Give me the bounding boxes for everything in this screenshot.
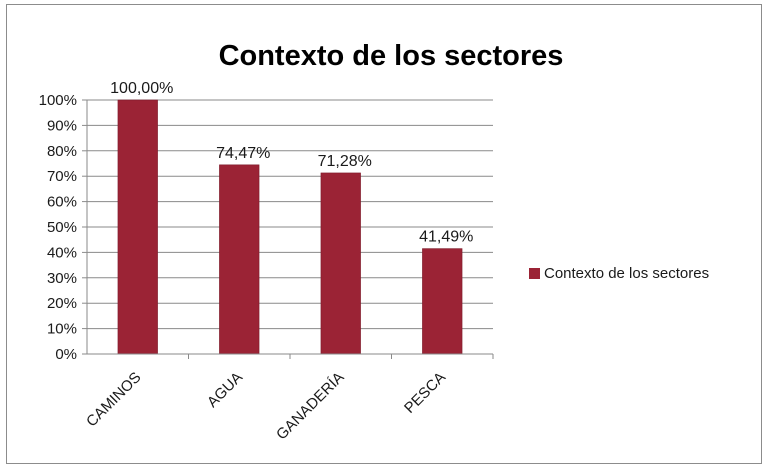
y-tick-label: 20%	[47, 295, 77, 312]
bar-ganader-a	[320, 172, 361, 355]
bar-chart: Contexto de los sectores 0% 10% 20% 30% 40% 5…	[39, 40, 709, 444]
y-tick-label: 60%	[47, 194, 77, 211]
bar-pesca	[422, 248, 463, 355]
y-tick-label: 50%	[47, 219, 77, 236]
bar-agua	[219, 164, 260, 355]
y-tick-label: 80%	[47, 143, 77, 160]
chart-frame: Contexto de los sectores 0% 10% 20% 30% 40% 5…	[6, 4, 762, 464]
data-label: 100,00%	[110, 80, 173, 97]
legend-label: Contexto de los sectores	[544, 265, 709, 282]
y-tick-label: 30%	[47, 270, 77, 287]
y-tick-label: 70%	[47, 168, 77, 185]
category-label: AGUA	[204, 369, 246, 411]
y-tick-label: 0%	[55, 346, 77, 363]
data-label: 74,47%	[216, 145, 270, 162]
y-tick-label: 10%	[47, 321, 77, 338]
data-label: 71,28%	[318, 153, 372, 170]
chart-title: Contexto de los sectores	[219, 40, 564, 72]
category-label: PESCA	[401, 369, 449, 417]
category-label: GANADERÍA	[273, 369, 348, 444]
category-label: CAMINOS	[83, 369, 145, 431]
y-tick-label: 90%	[47, 117, 77, 134]
data-label: 41,49%	[419, 229, 473, 246]
legend: Contexto de los sectores	[529, 265, 709, 282]
legend-swatch	[529, 268, 540, 279]
y-tick-label: 40%	[47, 244, 77, 261]
axes	[82, 99, 494, 359]
y-tick-label: 100%	[39, 92, 77, 109]
bar-caminos	[117, 99, 158, 355]
